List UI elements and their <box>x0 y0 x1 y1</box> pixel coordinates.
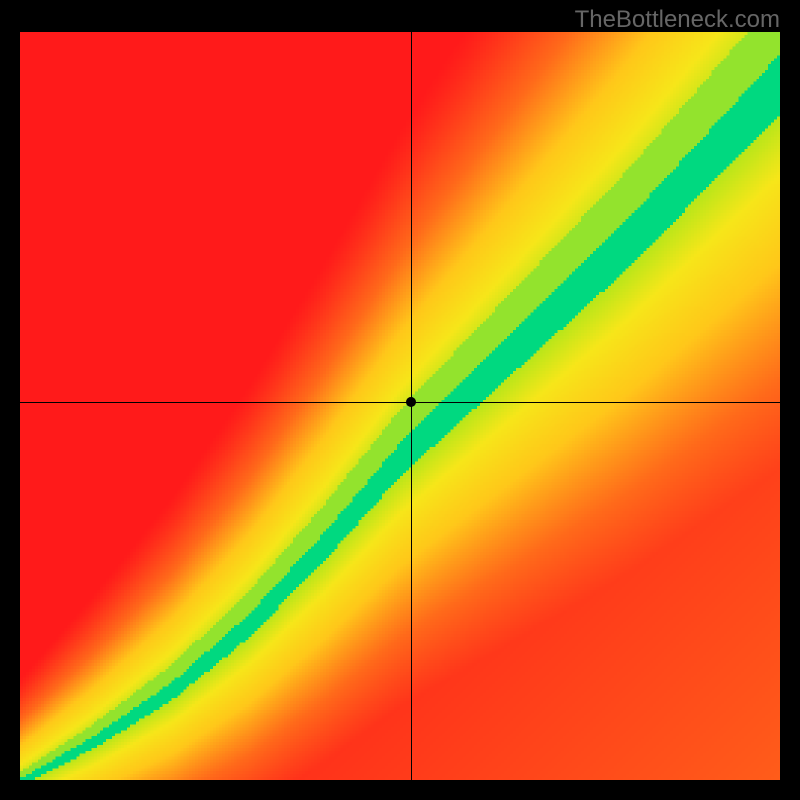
crosshair-horizontal <box>20 402 780 403</box>
heatmap-canvas <box>20 32 780 780</box>
crosshair-marker <box>404 395 418 409</box>
watermark-text: TheBottleneck.com <box>575 6 780 34</box>
heatmap-plot <box>20 32 780 780</box>
